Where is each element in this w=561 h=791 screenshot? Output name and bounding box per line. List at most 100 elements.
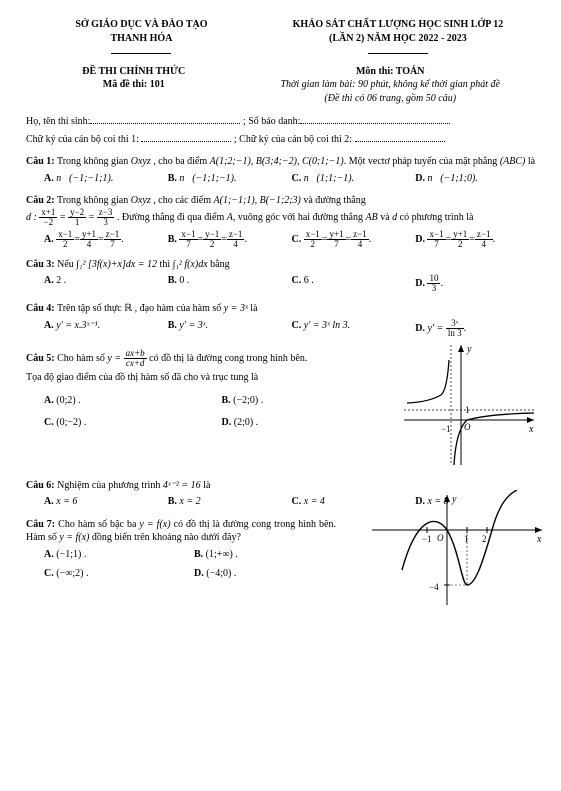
time: Thời gian làm bài: 90 phút, không kể thờ… xyxy=(241,78,539,92)
svg-text:x: x xyxy=(528,424,534,435)
q3-int1: ∫₁² [3f(x)+x]dx = 12 xyxy=(76,259,157,270)
q1-a: n⃗(−1;−1;1). xyxy=(56,173,113,184)
q5-label: Câu 5: xyxy=(26,352,55,363)
q6-label: Câu 6: xyxy=(26,480,55,491)
pages: (Đề thi có 06 trang, gồm 50 câu) xyxy=(241,92,539,106)
sub-left: ĐỀ THI CHÍNH THỨC Mã đề thi: 101 xyxy=(26,65,241,106)
q2-options: A. x−12=y+14=z−17. B. x−17=y−12=z−14. C.… xyxy=(44,230,539,249)
q5-options: A. (0;2) . B. (−2;0) . C. (0;−2) . D. (2… xyxy=(44,394,399,429)
q7-c: (−∞;2) . xyxy=(56,568,88,579)
q6-t1: Nghiệm của phương trình xyxy=(55,480,163,491)
q5-svg: x y O −1 1 xyxy=(399,340,539,470)
q2-d: d : xyxy=(26,211,37,222)
q5-a: (0;2) . xyxy=(56,395,80,406)
q5-d: (2;0) . xyxy=(234,417,258,428)
q1-abc: (ABC) xyxy=(500,156,526,167)
q6-eqn: 4ˣ⁻² = 16 xyxy=(163,480,201,491)
svg-text:−4: −4 xyxy=(429,582,439,592)
q2-t5: , vuông góc với hai đường thẳng xyxy=(233,211,366,222)
q1-pts: A(1;2;−1), B(3;4;−2), C(0;1;−1) xyxy=(210,156,344,167)
sig2-label: ; Chữ ký của cán bộ coi thi 2: xyxy=(234,134,355,145)
pfx-d: D. xyxy=(415,173,427,184)
svg-text:y: y xyxy=(451,494,457,505)
svg-text:2: 2 xyxy=(482,534,487,544)
sig1-dots xyxy=(141,133,231,142)
subject: Môn thi: TOÁN xyxy=(241,65,539,79)
q1-label: Câu 1: xyxy=(26,156,55,167)
q3-b: 0 . xyxy=(179,275,189,286)
q1-t1: Trong không gian xyxy=(55,156,131,167)
sub-right: Môn thi: TOÁN Thời gian làm bài: 90 phút… xyxy=(241,65,539,106)
q3-label: Câu 3: xyxy=(26,259,55,270)
q1-b: n⃗(−1;1;−1). xyxy=(179,173,236,184)
q6-t2: là xyxy=(201,480,211,491)
q7-options: A. (−1;1) . B. (1;+∞) . C. (−∞;2) . D. (… xyxy=(44,548,344,581)
q7-block: x y O −1 1 2 −4 A. x = 6 B. x = 2 C. x =… xyxy=(26,495,539,581)
q5: Câu 5: Cho hàm số y = ax+bcx+d có đồ thị… xyxy=(26,349,399,368)
pfx-c: C. xyxy=(292,173,304,184)
org-line2: THANH HÓA xyxy=(26,32,257,46)
exam-code: Mã đề thi: 101 xyxy=(26,78,241,92)
sig-row: Chữ ký của cán bộ coi thi 1: ; Chữ ký củ… xyxy=(26,133,539,147)
q2-t3: và đường thẳng xyxy=(301,195,366,206)
q7-fn1: y = f(x) xyxy=(139,519,170,530)
q7-d: (−4;0) . xyxy=(206,568,236,579)
svg-text:−1: −1 xyxy=(441,424,451,434)
q2-ab: AB xyxy=(365,211,377,222)
svg-text:1: 1 xyxy=(464,534,469,544)
q3-int2: ∫₁² f(x)dx xyxy=(173,259,208,270)
q2-t2: , cho các điểm xyxy=(151,195,214,206)
q5-b: (−2;0) . xyxy=(233,395,263,406)
q4: Câu 4: Trên tập số thực ℝ , đạo hàm của … xyxy=(26,302,539,316)
q7-t3: đồng biến trên khoảng nào dưới đây? xyxy=(89,532,241,543)
name-dots xyxy=(90,115,240,124)
q1-c: n⃗(1;1;−1). xyxy=(304,173,354,184)
header-left: SỞ GIÁO DỤC VÀ ĐÀO TẠO THANH HÓA xyxy=(26,18,257,59)
q2-f3: z−33 xyxy=(97,208,115,227)
q3: Câu 3: Nếu ∫₁² [3f(x)+x]dx = 12 thì ∫₁² … xyxy=(26,258,539,272)
header-right: KHẢO SÁT CHẤT LƯỢNG HỌC SINH LỚP 12 (LẦN… xyxy=(257,18,539,59)
q7-fn2: y = f(x) xyxy=(59,532,89,543)
q2: Câu 2: Trong không gian Oxyz , cho các đ… xyxy=(26,194,539,227)
q5-block: Câu 5: Cho hàm số y = ax+bcx+d có đồ thị… xyxy=(26,340,539,470)
org-line1: SỞ GIÁO DỤC VÀ ĐÀO TẠO xyxy=(26,18,257,32)
q1-options: A. n⃗(−1;−1;1). B. n⃗(−1;1;−1). C. n⃗(1;… xyxy=(44,172,539,186)
q3-d-frac: 103 xyxy=(427,274,440,293)
q7: Câu 7: Cho hàm số bậc ba y = f(x) có đồ … xyxy=(26,518,336,545)
svg-text:−1: −1 xyxy=(422,534,432,544)
q4-d-frac: 3ˣln 3 xyxy=(446,319,464,338)
q5-t2: có đồ thị là đường cong trong hình bên. xyxy=(147,352,308,363)
q7-graph: x y O −1 1 2 −4 xyxy=(367,490,547,610)
q7-label: Câu 7: xyxy=(26,519,55,530)
q5-t3: Tọa độ giao điểm của đồ thị hàm số đã ch… xyxy=(26,371,399,385)
official: ĐỀ THI CHÍNH THỨC xyxy=(26,65,241,79)
q1: Câu 1: Trong không gian Oxyz , cho ba đi… xyxy=(26,155,539,169)
q3-options: A. 2 . B. 0 . C. 6 . D. 103. xyxy=(44,274,539,293)
svg-text:y: y xyxy=(466,344,472,355)
sbd-dots xyxy=(300,115,450,124)
header-underline-left xyxy=(111,53,171,54)
q7-b: (1;+∞) . xyxy=(206,549,238,560)
q1-t2: , cho ba điểm xyxy=(151,156,210,167)
q4-options: A. y' = x.3ˣ⁻¹. B. y' = 3ˣ. C. y' = 3ˣ l… xyxy=(44,319,539,338)
q4-d-lhs: y' = xyxy=(427,322,445,333)
sig2-dots xyxy=(355,133,445,142)
q2-f1: x+1−2 xyxy=(39,208,57,227)
q2-label: Câu 2: xyxy=(26,195,55,206)
q3-t3: bằng xyxy=(208,259,230,270)
svg-text:x: x xyxy=(536,534,542,545)
svg-text:O: O xyxy=(464,422,471,432)
q1-oxyz: Oxyz xyxy=(131,156,151,167)
svg-text:O: O xyxy=(437,533,444,543)
name-label: Họ, tên thí sinh: xyxy=(26,116,90,127)
q4-a: y' = x.3ˣ⁻¹. xyxy=(56,320,100,331)
q5-y: y = xyxy=(107,352,123,363)
header-underline-right xyxy=(368,53,428,54)
name-row: Họ, tên thí sinh: ; Số báo danh: xyxy=(26,115,539,129)
q1-t4: là xyxy=(525,156,535,167)
exam-title2: (LẦN 2) NĂM HỌC 2022 - 2023 xyxy=(257,32,539,46)
q5-t1: Cho hàm số xyxy=(55,352,108,363)
q7-t1: Cho hàm số bậc ba xyxy=(55,519,139,530)
q1-t3: . Một vectơ pháp tuyến của mặt phẳng xyxy=(344,156,500,167)
q5-graph: x y O −1 1 xyxy=(399,340,539,470)
